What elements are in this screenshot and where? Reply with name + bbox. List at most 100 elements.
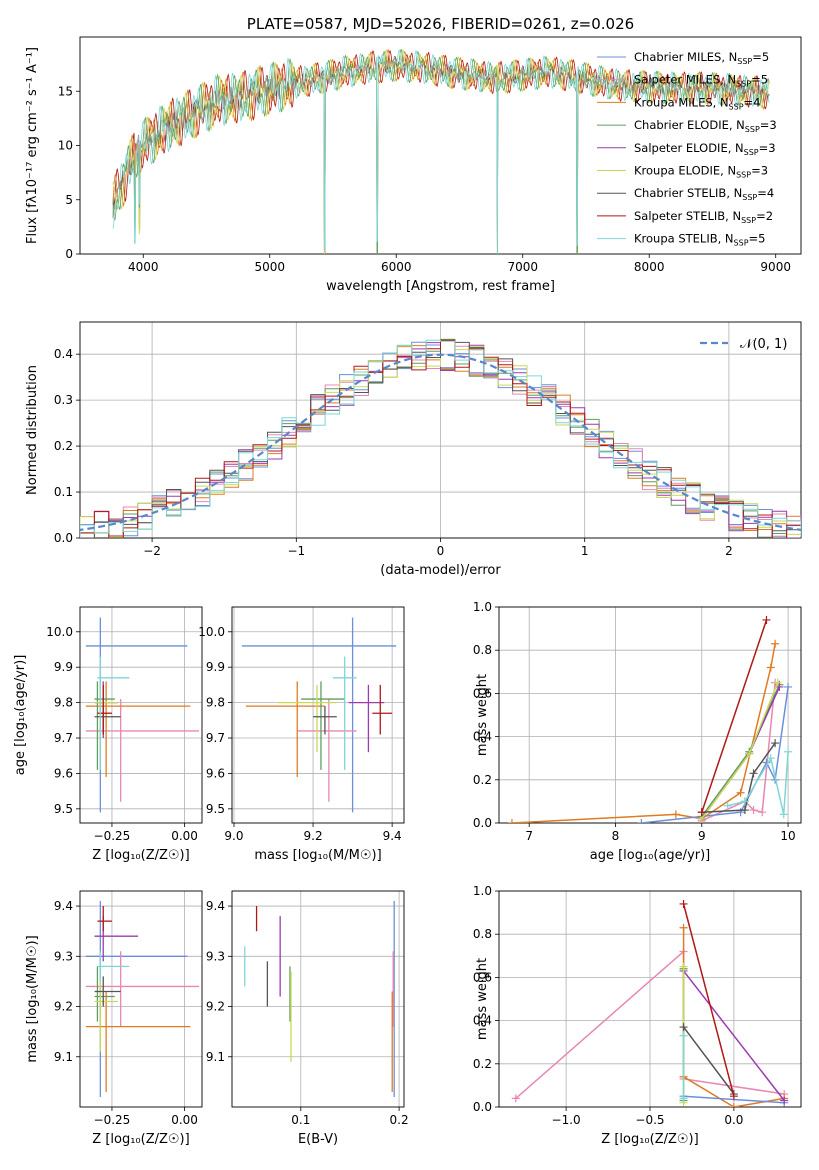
y-tick-label: 9.6 (206, 766, 225, 780)
y-tick-label: 10.0 (46, 625, 73, 639)
x-tick-label: 9.4 (383, 829, 402, 843)
axes-frame (79, 36, 802, 255)
legend-label-main: Chabrier STELIB, N (634, 186, 742, 200)
y-tick-label: 0.4 (473, 1014, 492, 1028)
legend-label-subscript: SSP (742, 193, 757, 202)
x-tick-label: 6000 (381, 260, 412, 274)
chart-title: PLATE=0587, MJD=52026, FIBERID=0261, z=0… (247, 15, 634, 33)
mass-weight-marker (779, 810, 788, 819)
legend-label-subscript: SSP (737, 57, 752, 66)
plot-area (241, 617, 397, 813)
x-tick-label: −1 (287, 544, 305, 558)
legend-label-suffix: =4 (744, 95, 761, 109)
plot-area (85, 617, 200, 813)
mass-weight-marker (749, 769, 758, 778)
x-axis-label: age [log₁₀(age/yr)] (590, 848, 711, 863)
legend-label-subscript: SSP (729, 102, 744, 111)
legend-label: Chabrier STELIB, NSSP=4 (634, 186, 774, 202)
histogram-kroupa_stelib (80, 339, 801, 538)
axes-frame (79, 321, 802, 539)
y-tick-label: 0.0 (54, 531, 73, 545)
y-tick-label: 9.8 (54, 696, 73, 710)
mass-weight-marker (745, 749, 754, 758)
mass-weight-marker (771, 739, 780, 748)
x-axis-label: (data-model)/error (380, 563, 501, 578)
y-tick-label: 9.7 (206, 731, 225, 745)
mass-weight-line-chabrier_stelib (683, 1026, 735, 1095)
mass-weight-marker (723, 801, 732, 810)
x-tick-label: 0.00 (171, 1113, 198, 1127)
legend-label: Kroupa ELODIE, NSSP=3 (634, 164, 768, 180)
x-tick-label: −0.25 (94, 829, 131, 843)
y-tick-label: 0.2 (54, 439, 73, 453)
mass-weight-marker (671, 810, 680, 819)
x-tick-label: 9 (698, 829, 706, 843)
y-tick-label: 9.5 (54, 802, 73, 816)
y-axis-label: Normed distribution (25, 365, 40, 495)
mass-weight-marker (729, 1103, 738, 1107)
y-axis-label: mass weight (475, 958, 490, 1040)
y-tick-label: 9.4 (54, 899, 73, 913)
y-tick-label: 0.2 (473, 773, 492, 787)
x-tick-label: 5000 (254, 260, 285, 274)
mass-weight-marker (679, 962, 688, 971)
plot-area (85, 901, 200, 1097)
y-tick-label: 0.2 (473, 1057, 492, 1071)
y-tick-label: 0.6 (473, 970, 492, 984)
legend-label: Salpeter MILES, NSSP=5 (634, 73, 768, 89)
legend-label-suffix: =2 (756, 209, 773, 223)
mass-weight-marker (679, 1094, 688, 1103)
mass-weight-marker (780, 1096, 789, 1105)
x-tick-label: 0 (437, 544, 445, 558)
y-tick-label: 9.6 (54, 766, 73, 780)
mass-weight-marker (740, 806, 749, 815)
plot-area (511, 899, 789, 1107)
mass-weight-marker (771, 639, 780, 648)
x-tick-label: 0.00 (171, 829, 198, 843)
legend-label-main: Chabrier ELODIE, N (634, 118, 745, 132)
y-axis-label: mass weight (475, 674, 490, 756)
legend-label: Salpeter STELIB, NSSP=2 (634, 209, 773, 225)
legend-label-subscript: SSP (745, 125, 760, 134)
legend-label-subscript: SSP (736, 171, 751, 180)
y-tick-label: 0.6 (473, 686, 492, 700)
legend-label-main: Salpeter ELODIE, N (634, 141, 744, 155)
x-tick-label: 0.0 (724, 1113, 743, 1127)
legend-label-main: Kroupa MILES, N (634, 95, 729, 109)
x-tick-label: 4000 (128, 260, 159, 274)
mass-weight-line-kroupa_miles (511, 643, 776, 823)
x-tick-label: 10 (780, 829, 795, 843)
y-tick-label: 1.0 (473, 884, 492, 898)
mass-weight-marker (637, 819, 646, 823)
x-tick-label: −0.25 (94, 1113, 131, 1127)
y-tick-label: 9.9 (206, 660, 225, 674)
y-tick-label: 9.3 (54, 949, 73, 963)
gaussian-curve (80, 353, 801, 532)
y-tick-label: 5 (65, 193, 73, 207)
mass-weight-line-kroupa_elodie (701, 682, 779, 820)
y-axis-label: age [log₁₀(age/yr)] (13, 655, 28, 776)
legend-label-suffix: =5 (751, 73, 768, 87)
x-tick-label: −2 (143, 544, 161, 558)
axes-frame (231, 890, 405, 1108)
y-tick-label: 0.8 (473, 643, 492, 657)
axes-frame (79, 606, 203, 824)
axes-frame (231, 606, 405, 824)
legend-label-suffix: =3 (760, 118, 777, 132)
y-tick-label: 9.3 (206, 949, 225, 963)
x-axis-label: mass [log₁₀(M/M☉)] (254, 848, 381, 863)
x-tick-label: 0.2 (390, 1113, 409, 1127)
x-axis-label: E(B-V) (298, 1132, 338, 1147)
legend-label: Chabrier MILES, NSSP=5 (634, 50, 769, 66)
mass-weight-marker (679, 1023, 688, 1032)
x-tick-label: 0.1 (291, 1113, 310, 1127)
mass-weight-line-salpeter_stelib (701, 619, 768, 813)
x-tick-label: 9.2 (304, 829, 323, 843)
mass-weight-marker (511, 1094, 520, 1103)
mass-weight-marker (679, 923, 688, 932)
y-tick-label: 9.4 (206, 899, 225, 913)
y-axis-label: mass [log₁₀(M/M☉)] (25, 935, 40, 1062)
axes-frame (79, 890, 203, 1108)
x-tick-label: 2 (725, 544, 733, 558)
x-tick-label: −1.0 (552, 1113, 581, 1127)
